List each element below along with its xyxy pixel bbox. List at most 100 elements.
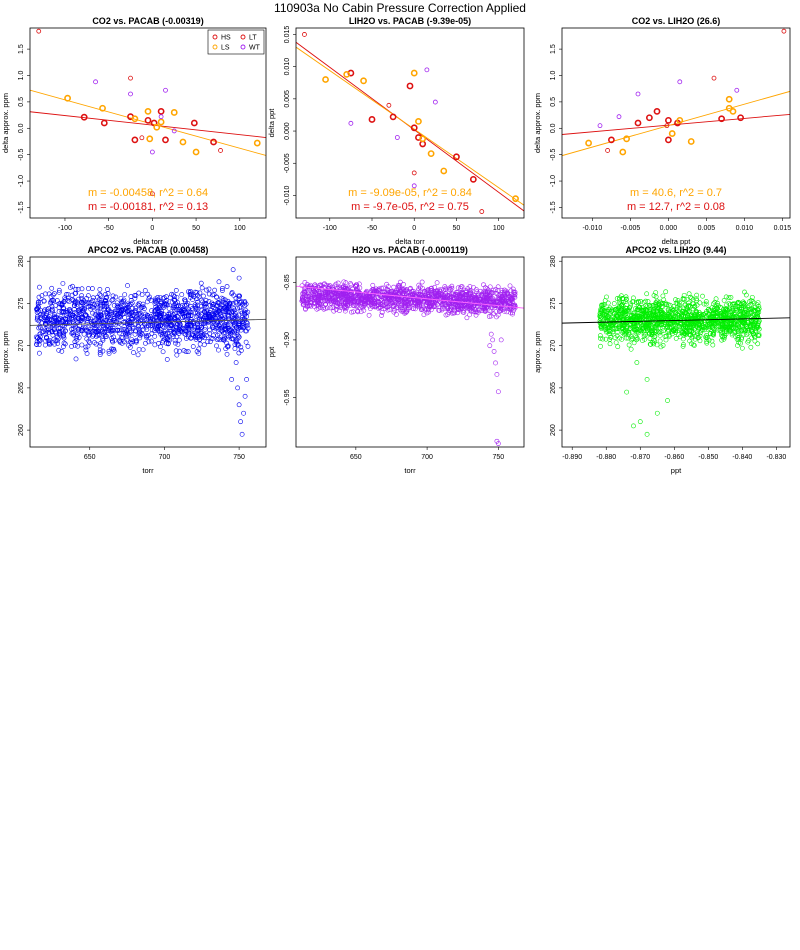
cloud-point <box>607 341 613 347</box>
cloud-point <box>241 309 247 315</box>
cloud-point <box>231 306 237 311</box>
cloud-point <box>210 325 215 330</box>
cloud-point <box>395 302 401 308</box>
cloud-point <box>79 342 85 348</box>
cloud-point <box>238 344 244 350</box>
cloud-point <box>401 287 407 293</box>
cloud-point <box>752 338 758 344</box>
cloud-point <box>313 291 319 296</box>
cloud-point <box>416 282 422 288</box>
cloud-point <box>428 307 434 313</box>
cloud-point <box>238 304 244 310</box>
cloud-point <box>728 309 733 315</box>
cloud-point <box>46 305 52 311</box>
cloud-point <box>133 293 139 298</box>
cloud-point <box>109 297 115 303</box>
cloud-point <box>748 301 754 307</box>
cloud-point <box>355 309 361 315</box>
cloud-point <box>172 310 178 316</box>
cloud-point <box>232 328 238 334</box>
point-lt <box>302 32 307 37</box>
cloud-point <box>195 325 201 330</box>
cloud-point <box>219 314 224 319</box>
point-hs <box>368 116 376 123</box>
cloud-point <box>206 291 212 297</box>
cloud-point <box>117 309 123 315</box>
cloud-point <box>204 287 209 293</box>
cloud-point <box>433 298 439 303</box>
cloud-point <box>169 299 175 305</box>
cloud-point <box>237 293 242 299</box>
cloud-point <box>60 318 66 323</box>
y-tick-label: 0.010 <box>284 58 291 76</box>
cloud-point <box>602 298 608 304</box>
plot-frame <box>295 27 525 219</box>
cloud-point <box>75 320 81 326</box>
cloud-point <box>512 295 518 300</box>
point-hs <box>144 116 152 124</box>
cloud-point <box>201 293 206 299</box>
x-tick-label: -0.870 <box>630 454 650 461</box>
cloud-point <box>62 297 68 303</box>
cloud-point <box>241 316 247 322</box>
cloud-point <box>637 304 642 310</box>
cloud-point <box>47 317 53 323</box>
cloud-point <box>627 305 632 311</box>
cloud-point <box>435 292 441 298</box>
plot-area <box>296 279 524 446</box>
cloud-point <box>341 279 347 285</box>
cloud-point <box>628 346 634 352</box>
cloud-point <box>664 316 670 322</box>
cloud-point <box>138 305 144 311</box>
point-ls <box>170 109 178 116</box>
cloud-point <box>219 288 225 293</box>
cloud-point <box>144 334 150 339</box>
cloud-point <box>709 320 715 326</box>
cloud-point <box>421 312 427 318</box>
cloud-point <box>349 298 355 304</box>
point-hs <box>80 113 88 121</box>
cloud-point <box>97 352 103 357</box>
cloud-point <box>190 344 196 349</box>
cloud-point <box>109 335 114 341</box>
cloud-point <box>495 288 501 293</box>
cloud-point <box>494 291 500 297</box>
cloud-point <box>140 326 146 332</box>
cloud-point <box>142 288 148 293</box>
cloud-point <box>69 330 75 335</box>
cloud-point <box>749 335 755 341</box>
x-tick-label: 0 <box>412 225 416 232</box>
cloud-point <box>133 305 139 311</box>
point-hs <box>406 82 414 90</box>
cloud-point <box>459 305 465 311</box>
cloud-point <box>214 294 219 300</box>
outlier-point <box>624 389 630 395</box>
cloud-point <box>626 329 632 335</box>
cloud-point <box>148 338 154 344</box>
cloud-point <box>197 336 203 342</box>
cloud-point <box>382 295 388 301</box>
cloud-point <box>179 303 185 308</box>
cloud-point <box>164 314 170 319</box>
cloud-point <box>88 316 93 322</box>
cloud-point <box>131 350 136 355</box>
cloud-point <box>338 302 344 308</box>
cloud-point <box>228 328 234 334</box>
cloud-point <box>36 294 42 300</box>
cloud-point <box>327 294 333 300</box>
cloud-point <box>715 310 721 316</box>
panel-title: APCO2 vs. LIH2O (9.44) <box>625 245 726 255</box>
cloud-point <box>130 326 136 331</box>
cloud-point <box>110 293 116 299</box>
cloud-point <box>503 298 509 304</box>
cloud-point <box>169 291 175 297</box>
cloud-point <box>697 338 703 344</box>
cloud-point <box>698 330 703 336</box>
cloud-point <box>633 337 639 343</box>
cloud-point <box>756 303 762 309</box>
cloud-point <box>416 298 422 304</box>
cloud-point <box>194 321 200 327</box>
cloud-point <box>397 279 403 285</box>
cloud-point <box>420 286 425 291</box>
cloud-point <box>658 314 664 320</box>
